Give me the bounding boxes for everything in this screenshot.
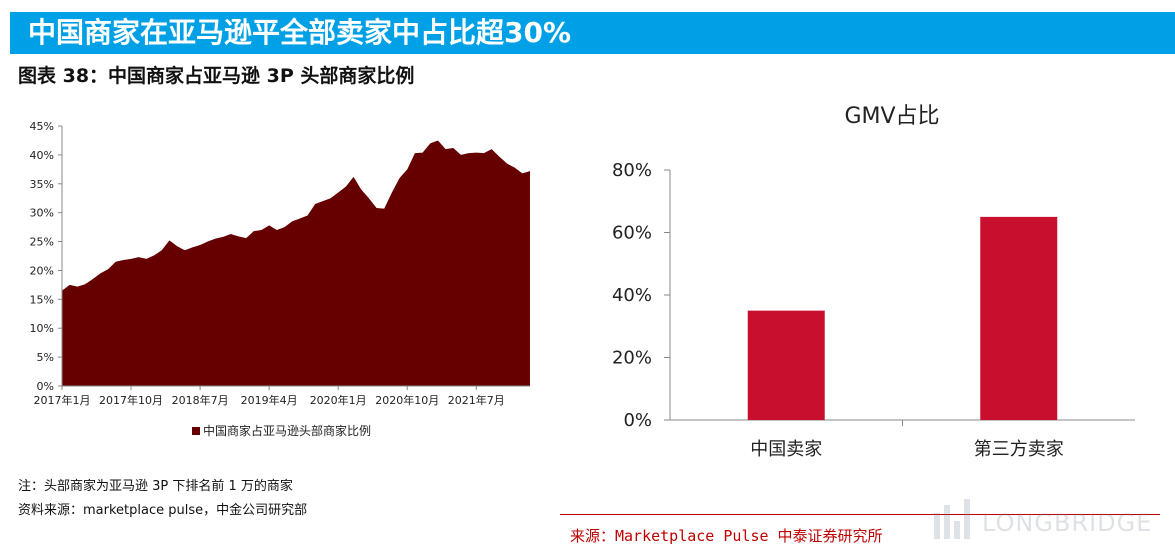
right-chart-source: 来源：Marketplace Pulse 中泰证券研究所 (570, 527, 883, 545)
right-source-divider (560, 514, 1160, 515)
x-tick-label: 2020年1月 (310, 393, 367, 407)
x-tick-label: 2020年10月 (375, 393, 439, 407)
watermark-text: LONGBRIDGE (982, 509, 1153, 537)
y-tick-label: 40% (30, 149, 54, 162)
x-tick-label: 2017年10月 (99, 393, 163, 407)
y-tick-label: 80% (612, 160, 652, 181)
area-series-group (62, 140, 530, 386)
legend-label: 中国商家占亚马逊头部商家比例 (203, 424, 372, 438)
y-tick-label: 35% (30, 178, 54, 191)
y-tick-label: 30% (30, 207, 54, 220)
left-chart-legend: 中国商家占亚马逊头部商家比例 (192, 420, 371, 438)
y-tick-label: 0% (623, 410, 652, 431)
title-banner: 中国商家在亚马逊平全部卖家中占比超30% (10, 12, 1175, 54)
left-area-chart: 0% 5% 10% 15% 20% 25% 30% 35% 40% 45% 2017年1月 2017年… (30, 120, 530, 407)
x-tick-label: 2019年4月 (241, 393, 298, 407)
y-tick-label: 45% (30, 120, 54, 133)
y-tick-label: 0% (37, 380, 54, 393)
area-series (62, 140, 530, 386)
right-bar-chart: GMV占比 0% 20% 40% 60% 80% 中国卖家 第三方卖家 (612, 104, 1135, 460)
y-tick-label: 5% (37, 351, 54, 364)
bar (747, 310, 825, 420)
legend-swatch (192, 426, 200, 435)
watermark-logo-icon (930, 495, 980, 545)
bar-chart-title: GMV占比 (844, 104, 939, 129)
banner-title: 中国商家在亚马逊平全部卖家中占比超30% (28, 16, 572, 49)
figure-title: 图表 38：中国商家占亚马逊 3P 头部商家比例 (18, 65, 415, 87)
y-tick-label: 10% (30, 322, 54, 335)
left-chart-note: 注：头部商家为亚马逊 3P 下排名前 1 万的商家 (18, 479, 293, 494)
y-tick-label: 60% (612, 223, 652, 244)
y-tick-label: 20% (30, 264, 54, 277)
y-tick-label: 40% (612, 285, 652, 306)
left-chart-source: 资料来源：marketplace pulse，中金公司研究部 (18, 503, 308, 518)
x-tick-label: 2018年7月 (172, 393, 229, 407)
y-tick-label: 15% (30, 293, 54, 306)
x-tick-label: 2021年7月 (448, 393, 505, 407)
x-tick-label: 第三方卖家 (974, 439, 1064, 460)
bar (980, 216, 1058, 420)
x-tick-label: 2017年1月 (34, 393, 91, 407)
y-tick-label: 20% (612, 348, 652, 369)
watermark: LONGBRIDGE (930, 495, 1165, 545)
x-tick-label: 中国卖家 (750, 439, 822, 460)
y-tick-label: 25% (30, 236, 54, 249)
